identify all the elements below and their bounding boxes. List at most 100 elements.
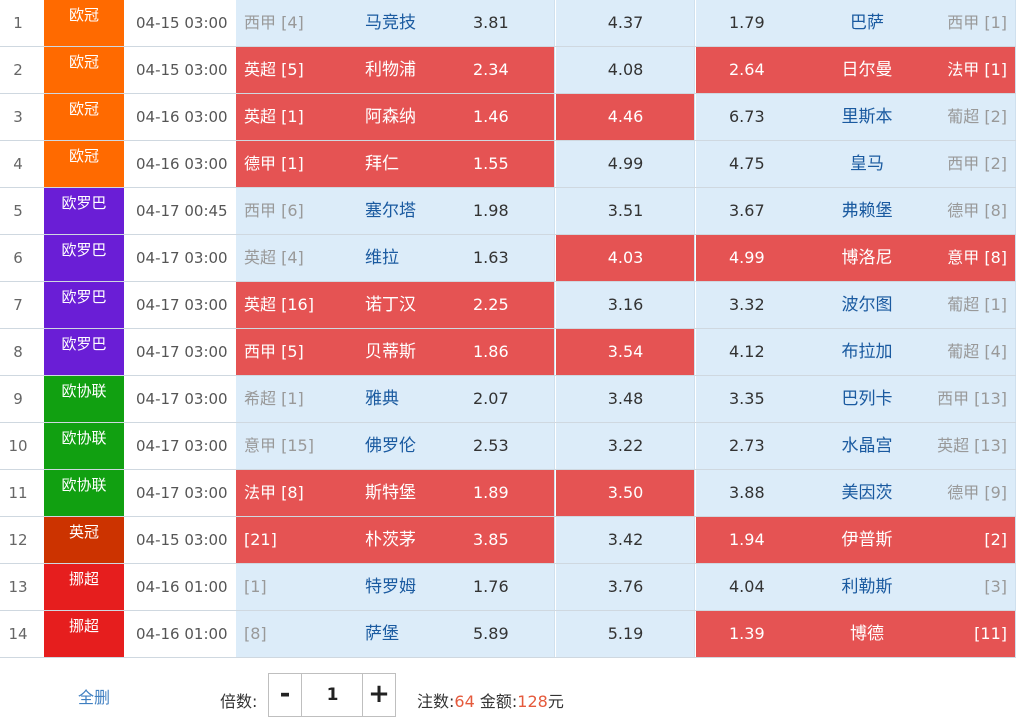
home-win-option[interactable]: [1] 特罗姆 1.76 [236,564,555,610]
match-number: 10 [8,437,28,455]
home-win-option[interactable]: 西甲 [4] 马竞技 3.81 [236,0,555,46]
draw-option[interactable]: 3.54 [556,329,695,375]
away-rank: 法甲 [1] [947,60,1007,79]
draw-option[interactable]: 3.51 [556,188,695,234]
home-rank: 意甲 [15] [244,436,314,455]
away-win-option[interactable]: 4.75 皇马 西甲 [2] [696,141,1016,187]
home-team: 马竞技 [365,13,416,33]
draw-option[interactable]: 4.08 [556,47,695,93]
increase-multiplier-button[interactable]: + [362,674,395,716]
away-win-option[interactable]: 2.64 日尔曼 法甲 [1] [696,47,1016,93]
draw-option[interactable]: 3.50 [556,470,695,516]
match-time: 04-17 03:00 [136,390,228,408]
home-team: 维拉 [365,248,399,268]
away-rank: 葡超 [1] [947,295,1007,314]
away-odds: 4.99 [729,248,765,267]
away-rank: 德甲 [9] [947,483,1007,502]
away-win-option[interactable]: 2.73 水晶宫 英超 [13] [696,423,1016,469]
away-odds: 1.94 [729,530,765,549]
away-rank: 意甲 [8] [947,248,1007,267]
draw-option[interactable]: 5.19 [556,611,695,657]
draw-option[interactable]: 3.42 [556,517,695,563]
match-time: 04-16 03:00 [136,155,228,173]
home-win-option[interactable]: 意甲 [15] 佛罗伦 2.53 [236,423,555,469]
bets-count: 64 [454,692,475,711]
match-row: 3 欧冠 04-16 03:00 英超 [1] 阿森纳 1.46 4.46 6.73 里斯本 葡超… [0,94,1016,141]
away-win-option[interactable]: 3.32 波尔图 葡超 [1] [696,282,1016,328]
league-badge: 欧罗巴 [44,188,124,234]
decrease-multiplier-button[interactable]: - [269,674,302,716]
home-win-option[interactable]: 西甲 [6] 塞尔塔 1.98 [236,188,555,234]
match-number: 7 [13,296,23,314]
home-rank: 西甲 [4] [244,13,304,32]
bet-footer: 全删 倍数: - 1 + 注数:64 金额:128元 [0,650,1016,719]
multiplier-input[interactable]: 1 [326,685,339,705]
away-team: 日尔曼 [841,60,893,80]
draw-option[interactable]: 3.76 [556,564,695,610]
home-rank: [1] [244,577,267,596]
home-win-option[interactable]: 德甲 [1] 拜仁 1.55 [236,141,555,187]
match-row: 4 欧冠 04-16 03:00 德甲 [1] 拜仁 1.55 4.99 4.75 皇马 西甲 [… [0,141,1016,188]
home-rank: 德甲 [1] [244,154,304,173]
draw-option[interactable]: 4.03 [556,235,695,281]
home-win-option[interactable]: 英超 [1] 阿森纳 1.46 [236,94,555,140]
away-win-option[interactable]: 3.35 巴列卡 西甲 [13] [696,376,1016,422]
away-win-option[interactable]: 3.88 美因茨 德甲 [9] [696,470,1016,516]
match-time: 04-15 03:00 [136,14,228,32]
away-win-option[interactable]: 6.73 里斯本 葡超 [2] [696,94,1016,140]
away-odds: 2.64 [729,60,765,79]
draw-option[interactable]: 3.22 [556,423,695,469]
home-win-option[interactable]: 法甲 [8] 斯特堡 1.89 [236,470,555,516]
match-row: 10 欧协联 04-17 03:00 意甲 [15] 佛罗伦 2.53 3.22 2.73 水晶… [0,423,1016,470]
home-win-option[interactable]: 英超 [4] 维拉 1.63 [236,235,555,281]
match-time: 04-16 01:00 [136,578,228,596]
home-win-option[interactable]: 英超 [16] 诺丁汉 2.25 [236,282,555,328]
home-odds: 1.76 [473,577,509,596]
away-win-option[interactable]: 4.04 利勒斯 [3] [696,564,1016,610]
away-win-option[interactable]: 1.39 博德 [11] [696,611,1016,657]
multiplier-stepper: - 1 + [268,673,396,717]
home-win-option[interactable]: 西甲 [5] 贝蒂斯 1.86 [236,329,555,375]
home-win-option[interactable]: 英超 [5] 利物浦 2.34 [236,47,555,93]
home-odds: 2.07 [473,389,509,408]
league-badge: 欧协联 [44,376,124,422]
away-win-option[interactable]: 4.99 博洛尼 意甲 [8] [696,235,1016,281]
home-odds: 3.81 [473,13,509,32]
home-win-option[interactable]: 希超 [1] 雅典 2.07 [236,376,555,422]
home-odds: 1.86 [473,342,509,361]
home-odds: 1.55 [473,154,509,173]
home-odds: 1.98 [473,201,509,220]
match-row: 8 欧罗巴 04-17 03:00 西甲 [5] 贝蒂斯 1.86 3.54 4.12 布拉加 葡… [0,329,1016,376]
away-team: 里斯本 [841,107,893,127]
draw-option[interactable]: 4.37 [556,0,695,46]
draw-option[interactable]: 3.48 [556,376,695,422]
league-badge: 欧冠 [44,0,124,46]
away-rank: [11] [974,624,1007,643]
draw-odds: 3.51 [607,201,644,220]
match-time: 04-15 03:00 [136,61,228,79]
away-win-option[interactable]: 1.94 伊普斯 [2] [696,517,1016,563]
home-team: 萨堡 [365,624,399,644]
away-win-option[interactable]: 4.12 布拉加 葡超 [4] [696,329,1016,375]
match-number: 13 [8,578,28,596]
away-odds: 3.67 [729,201,765,220]
match-number: 12 [8,531,28,549]
match-number: 1 [13,14,23,32]
home-rank: 英超 [4] [244,248,304,267]
away-odds: 4.04 [729,577,765,596]
home-win-option[interactable]: [8] 萨堡 5.89 [236,611,555,657]
draw-option[interactable]: 3.16 [556,282,695,328]
away-win-option[interactable]: 1.79 巴萨 西甲 [1] [696,0,1016,46]
home-team: 斯特堡 [365,483,416,503]
draw-odds: 3.76 [607,577,644,596]
draw-option[interactable]: 4.99 [556,141,695,187]
draw-option[interactable]: 4.46 [556,94,695,140]
home-win-option[interactable]: [21] 朴茨茅 3.85 [236,517,555,563]
away-win-option[interactable]: 3.67 弗赖堡 德甲 [8] [696,188,1016,234]
home-rank: 英超 [5] [244,60,304,79]
home-rank: 英超 [1] [244,107,304,126]
clear-all-button[interactable]: 全删 [78,688,111,707]
match-row: 11 欧协联 04-17 03:00 法甲 [8] 斯特堡 1.89 3.50 3.88 美因茨… [0,470,1016,517]
away-odds: 2.73 [729,436,765,455]
home-rank: 英超 [16] [244,295,314,314]
